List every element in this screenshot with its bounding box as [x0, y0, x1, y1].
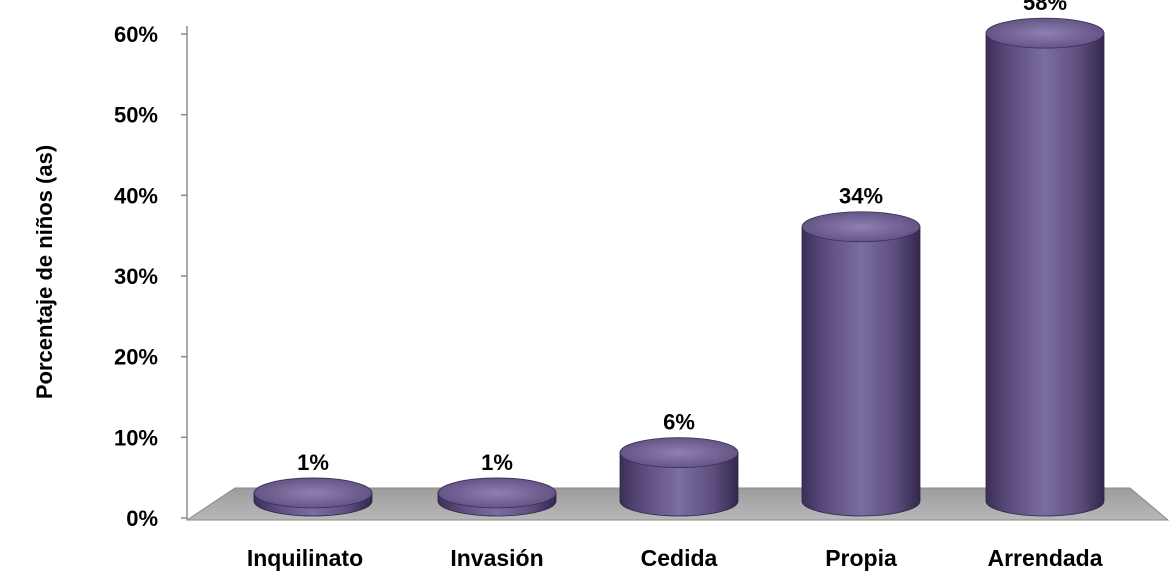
x-category-label: Propia — [825, 545, 897, 571]
y-tick-label: 50% — [114, 103, 158, 128]
y-tick-label: 60% — [114, 22, 158, 47]
data-label: 6% — [663, 410, 695, 435]
y-tick-label: 30% — [114, 264, 158, 289]
bar-top — [985, 17, 1105, 49]
bar-top — [801, 211, 921, 243]
bar-top — [619, 437, 739, 469]
data-label: 58% — [1023, 0, 1067, 15]
y-tick-label: 10% — [114, 425, 158, 450]
data-label: 1% — [297, 450, 329, 475]
category-labels: Inquilinato Invasión Cedida Propia Arrendada — [247, 545, 1103, 571]
y-axis: 0% 10% 20% 30% 40% 50% 60% — [114, 22, 188, 531]
bar-inquilinato — [253, 477, 373, 517]
y-tick-label: 20% — [114, 345, 158, 370]
bars — [253, 17, 1105, 517]
bar-body — [985, 32, 1105, 517]
y-axis-label: Porcentaje de niños (as) — [32, 145, 57, 399]
bar-body — [619, 452, 739, 517]
x-category-label: Cedida — [641, 545, 718, 571]
bar-cedida — [619, 437, 739, 517]
bar-arrendada — [985, 17, 1105, 517]
y-tick-label: 40% — [114, 183, 158, 208]
bar-body — [801, 226, 921, 517]
bar-propia — [801, 211, 921, 517]
x-category-label: Invasión — [450, 545, 543, 571]
data-label: 1% — [481, 450, 513, 475]
data-label: 34% — [839, 184, 883, 209]
bar-top — [437, 477, 557, 509]
data-labels: 1% 1% 6% 34% 58% — [297, 0, 1067, 475]
bar-invasión — [437, 477, 557, 517]
x-category-label: Arrendada — [987, 545, 1102, 571]
x-category-label: Inquilinato — [247, 545, 363, 571]
bar-top — [253, 477, 373, 509]
y-tick-label: 0% — [126, 506, 158, 531]
